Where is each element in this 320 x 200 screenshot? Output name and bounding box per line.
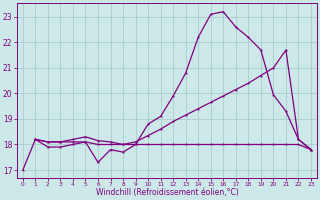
X-axis label: Windchill (Refroidissement éolien,°C): Windchill (Refroidissement éolien,°C): [96, 188, 238, 197]
